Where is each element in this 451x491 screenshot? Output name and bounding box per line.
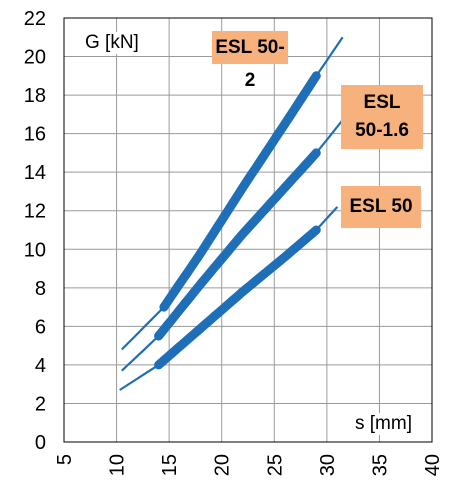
y-tick-label-16: 16 (24, 124, 46, 146)
y-tick-label-2: 2 (35, 393, 46, 415)
y-tick-labels: 0 2 4 6 8 10 12 14 16 18 20 22 (24, 8, 46, 454)
x-axis-title: s [mm] (352, 413, 415, 435)
x-tick-label-35: 35 (369, 454, 391, 476)
y-tick-label-14: 14 (24, 162, 46, 184)
series-layer (119, 36, 344, 391)
x-tick-labels: 5 10 15 20 25 30 35 40 (54, 454, 444, 476)
y-tick-label-20: 20 (24, 47, 46, 69)
y-tick-label-4: 4 (35, 355, 46, 377)
x-tick-label-5: 5 (54, 454, 76, 465)
series-highlight-esl-50-1-6 (154, 148, 321, 341)
plot-frame (63, 17, 433, 443)
x-tick-label-30: 30 (317, 454, 339, 476)
series-label-esl-50-2: ESL 50-2 (212, 31, 288, 91)
y-tick-label-12: 12 (24, 201, 46, 223)
y-tick-label-6: 6 (35, 316, 46, 338)
x-tick-label-40: 40 (422, 454, 444, 476)
x-tick-label-15: 15 (159, 454, 181, 476)
series-highlight-esl-50 (154, 225, 321, 370)
y-tick-label-8: 8 (35, 278, 46, 300)
y-tick-label-22: 22 (24, 8, 46, 30)
x-tick-label-20: 20 (212, 454, 234, 476)
y-axis-title: G [kN] (82, 32, 142, 54)
x-tick-label-10: 10 (107, 454, 129, 476)
y-tick-label-0: 0 (35, 432, 46, 454)
series-label-esl-50: ESL 50 (341, 186, 421, 228)
y-tick-label-10: 10 (24, 239, 46, 261)
series-label-esl-50-1-6-text: ESL 50-1.6 (355, 92, 409, 141)
series-highlight-esl-50-2 (159, 71, 321, 312)
y-tick-label-18: 18 (24, 85, 46, 107)
x-tick-label-25: 25 (264, 454, 286, 476)
series-label-esl-50-1-6: ESL 50-1.6 (341, 85, 423, 149)
